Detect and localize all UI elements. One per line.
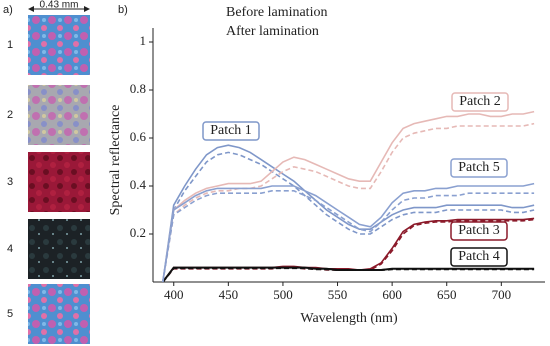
line-before [162, 144, 535, 283]
y-tick-label: 1 [140, 33, 147, 48]
patch-image [28, 85, 90, 145]
line-after [162, 151, 535, 283]
patch-image [28, 152, 90, 212]
y-axis-label: Spectral reflectance [108, 105, 123, 216]
series-label-box [450, 247, 508, 267]
series-label: Patch 5 [458, 160, 500, 175]
y-tick-label: 0.4 [130, 177, 147, 192]
patch-number: 1 [7, 39, 13, 51]
y-tick-label: 0.8 [130, 81, 146, 96]
x-tick-label: 650 [437, 287, 457, 302]
x-tick-label: 600 [382, 287, 402, 302]
series-label-box [450, 221, 508, 241]
y-tick-label: 0.6 [130, 129, 147, 144]
series-label: Patch 4 [458, 249, 500, 264]
legend-label: Before lamination [226, 5, 327, 20]
patch-image [28, 219, 90, 279]
patch-number: 5 [7, 308, 13, 320]
patch-number: 2 [7, 109, 13, 121]
y-tick-label: 0.2 [130, 225, 146, 240]
patch-image [28, 15, 90, 75]
series-label-box [202, 121, 260, 141]
line-after [162, 122, 535, 283]
series-label-box [451, 92, 509, 112]
x-tick-label: 400 [164, 287, 184, 302]
x-tick-label: 500 [273, 287, 293, 302]
line-after [162, 190, 535, 283]
scale-label: 0.43 mm [40, 0, 79, 11]
panel-label: a) [3, 4, 13, 16]
x-tick-label: 450 [219, 287, 239, 302]
series-label: Patch 3 [458, 223, 500, 238]
patch-image [28, 284, 90, 344]
legend-label: After lamination [226, 24, 319, 39]
series-label: Patch 1 [210, 123, 252, 138]
series-label: Patch 2 [459, 94, 501, 109]
series-label-box [450, 158, 508, 178]
patch-number: 3 [7, 176, 13, 188]
panel-label: b) [118, 4, 128, 16]
x-tick-label: 550 [328, 287, 348, 302]
x-tick-label: 700 [492, 287, 512, 302]
line-before [162, 110, 535, 283]
patch-number: 4 [7, 243, 13, 255]
x-axis-label: Wavelength (nm) [300, 311, 398, 326]
line-before [162, 182, 535, 283]
line-after [162, 267, 535, 283]
